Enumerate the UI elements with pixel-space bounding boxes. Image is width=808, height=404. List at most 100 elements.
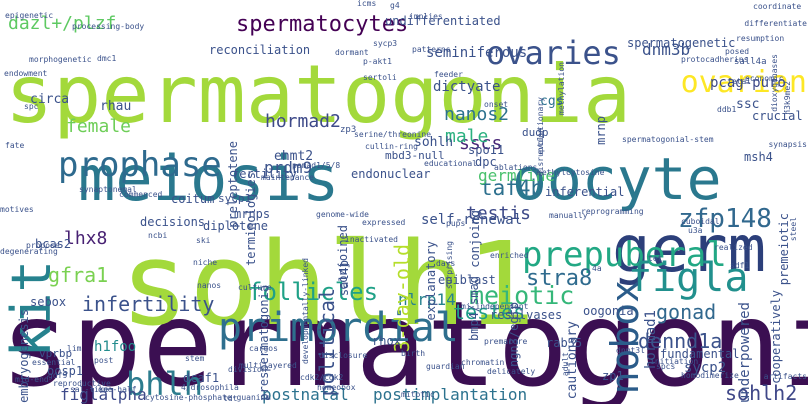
cloud-word: mrnp xyxy=(594,116,608,145)
cloud-word: ehmt2 xyxy=(274,149,314,164)
cloud-word: ddb1 xyxy=(717,105,737,114)
cloud-word: figlalpha xyxy=(60,385,147,404)
cloud-word: sycp1 xyxy=(218,192,252,205)
cloud-word: taf4b xyxy=(480,176,544,200)
cloud-word: crucial xyxy=(752,109,803,123)
cloud-word: mi-independent xyxy=(461,302,529,311)
cloud-word: fundamental xyxy=(660,347,740,361)
cloud-word: spo11 xyxy=(468,143,505,157)
cloud-word: primordial xyxy=(218,305,459,351)
cloud-word: degenerating xyxy=(0,247,58,256)
cloud-word: lim xyxy=(67,344,82,353)
cloud-word: mbd3-null xyxy=(385,149,445,162)
cloud-word: guardian xyxy=(426,362,465,371)
cloud-word: mrnps xyxy=(234,207,271,221)
cloud-word: expressed xyxy=(362,218,406,227)
cloud-word: birth xyxy=(401,349,426,358)
cloud-word: onset xyxy=(484,100,509,109)
cloud-word: female xyxy=(66,116,132,137)
cloud-word: dazl+/plzf xyxy=(8,13,117,34)
cloud-word: homodimerize xyxy=(681,371,739,380)
cloud-word: endowment xyxy=(4,69,48,78)
cloud-word: manually xyxy=(549,211,588,220)
cloud-word: pcag-puro xyxy=(710,75,786,91)
cloud-word: ssc xyxy=(736,97,760,112)
cloud-word: propose xyxy=(26,241,60,250)
cloud-word: coitum xyxy=(171,192,215,206)
cloud-word: processing-body xyxy=(72,22,145,31)
cloud-word: cytosine-phosphate-guanine xyxy=(145,393,271,402)
cloud-word: g4 xyxy=(390,1,400,10)
cloud-word: ovaries xyxy=(486,34,621,72)
cloud-word: enriched xyxy=(490,251,529,260)
cloud-word: epiblast xyxy=(438,273,496,287)
cloud-word: steel xyxy=(789,217,798,242)
cloud-word: h3k9me2 xyxy=(783,81,792,115)
cloud-word: reconciliation xyxy=(209,43,311,57)
cloud-word: inactivated xyxy=(345,235,398,244)
cloud-word: undifferentiated xyxy=(385,14,501,28)
cloud-word: reprogramming xyxy=(581,207,644,216)
cloud-word: epigenetic xyxy=(5,11,54,20)
cloud-word: morphogenetic xyxy=(29,55,92,64)
cloud-word: gonad xyxy=(656,300,717,324)
cloud-word: artifacts xyxy=(763,372,807,381)
cloud-word: zfp148 xyxy=(678,204,772,234)
cloud-word: dmc1 xyxy=(97,54,117,63)
cloud-word: multilayered xyxy=(239,361,297,370)
cloud-word: culture xyxy=(238,283,272,292)
cloud-word: icms xyxy=(357,0,377,8)
cloud-word: fate xyxy=(5,141,25,150)
cloud-word: bhlh xyxy=(126,365,204,403)
cloud-word: nanos2 xyxy=(444,104,510,125)
cloud-word: gdf9 xyxy=(48,371,68,380)
cloud-word: seminiferous xyxy=(426,45,528,61)
cloud-word: underpowered xyxy=(737,301,753,403)
cloud-word: bcas2 xyxy=(35,237,72,251)
cloud-word: sal4b xyxy=(337,260,351,297)
cloud-word: spc xyxy=(24,102,39,111)
cloud-word: cargos xyxy=(249,344,278,353)
cloud-word: postimplantation xyxy=(373,385,528,404)
cloud-word: prespermatogonia xyxy=(257,285,271,401)
cloud-word: post xyxy=(94,356,114,365)
cloud-word: hormad2 xyxy=(265,111,341,132)
cloud-word: 4/drosophila xyxy=(181,383,239,392)
cloud-word: meiosis xyxy=(78,142,340,215)
cloud-word: synaptonemal xyxy=(79,185,137,194)
cloud-word: oosp1 xyxy=(47,364,84,378)
cloud-word: feeder xyxy=(434,70,463,79)
cloud-word: infertility xyxy=(82,292,215,316)
cloud-word: inferential xyxy=(545,185,625,199)
cloud-word: essential xyxy=(32,358,76,367)
cloud-word: mitotic xyxy=(401,390,435,399)
cloud-word: dudp xyxy=(522,126,549,139)
cloud-word: disclosure xyxy=(319,351,368,360)
cloud-word: spermatogenetic xyxy=(627,36,736,50)
cloud-word: self-renewal xyxy=(421,212,523,228)
cloud-word: sycp2 xyxy=(684,360,727,376)
cloud-word: vprbp xyxy=(39,347,73,360)
cloud-word: educational xyxy=(424,159,477,168)
cloud-word: meiotic xyxy=(469,281,575,310)
cloud-word: testes xyxy=(453,300,526,324)
cloud-word: disruption xyxy=(536,128,545,177)
cloud-word: germline xyxy=(478,166,556,185)
cloud-word: sdf1 xyxy=(730,261,750,270)
cloud-word: diplotene xyxy=(203,219,269,233)
cloud-word: adult xyxy=(561,352,570,377)
cloud-word: coordinate xyxy=(753,2,802,11)
cloud-word: dcaf1 xyxy=(183,371,220,385)
cloud-word: rhox xyxy=(372,334,401,348)
cloud-word: motives xyxy=(0,205,34,214)
cloud-word: developmentally-linked xyxy=(301,258,310,364)
cloud-word: sertoli xyxy=(363,73,397,82)
cloud-word: follicles xyxy=(248,278,379,306)
cloud-word: maintenance xyxy=(261,173,314,182)
cloud-word: msh4 xyxy=(744,150,773,164)
cloud-word: chromatin xyxy=(461,358,505,367)
cloud-word: nlrp14 xyxy=(398,290,456,309)
cloud-word: commenced xyxy=(119,190,163,199)
cloud-word: cgs xyxy=(540,94,564,109)
